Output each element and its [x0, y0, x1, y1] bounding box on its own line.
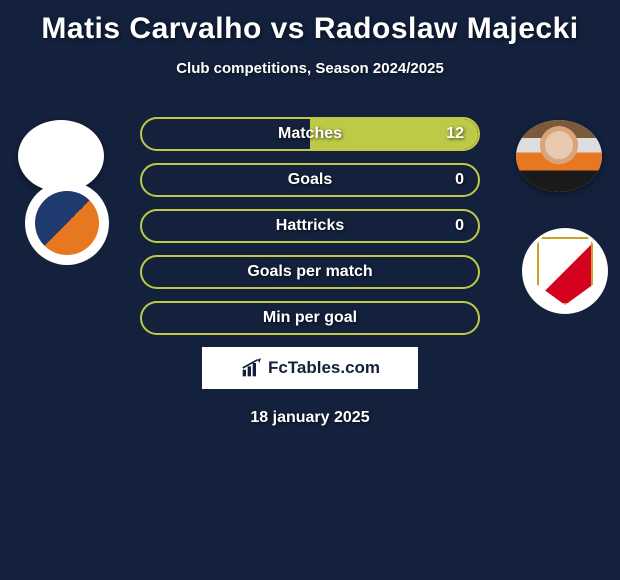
- club-logo-monaco: [522, 228, 608, 314]
- stat-row-hattricks: Hattricks 0: [140, 209, 480, 243]
- stat-label: Goals: [288, 171, 332, 189]
- stats-comparison-chart: Matches 12 Goals 0 Hattricks 0 Goals per…: [140, 117, 480, 335]
- club-logo-montpellier: [24, 180, 110, 266]
- player-photo-right: [516, 120, 602, 192]
- season-subtitle: Club competitions, Season 2024/2025: [0, 60, 620, 77]
- stat-value-right: 0: [455, 217, 464, 235]
- stat-label: Goals per match: [247, 263, 372, 281]
- comparison-date: 18 january 2025: [0, 409, 620, 427]
- stat-label: Hattricks: [276, 217, 344, 235]
- stat-row-goals-per-match: Goals per match: [140, 255, 480, 289]
- stat-row-matches: Matches 12: [140, 117, 480, 151]
- stat-label: Min per goal: [263, 309, 357, 327]
- comparison-title: Matis Carvalho vs Radoslaw Majecki: [0, 0, 620, 46]
- chart-icon: [240, 358, 262, 378]
- stat-value-right: 12: [446, 125, 464, 143]
- branding-box: FcTables.com: [202, 347, 418, 389]
- stat-value-right: 0: [455, 171, 464, 189]
- stat-label: Matches: [278, 125, 342, 143]
- branding-text: FcTables.com: [268, 358, 380, 378]
- stat-row-min-per-goal: Min per goal: [140, 301, 480, 335]
- stat-row-goals: Goals 0: [140, 163, 480, 197]
